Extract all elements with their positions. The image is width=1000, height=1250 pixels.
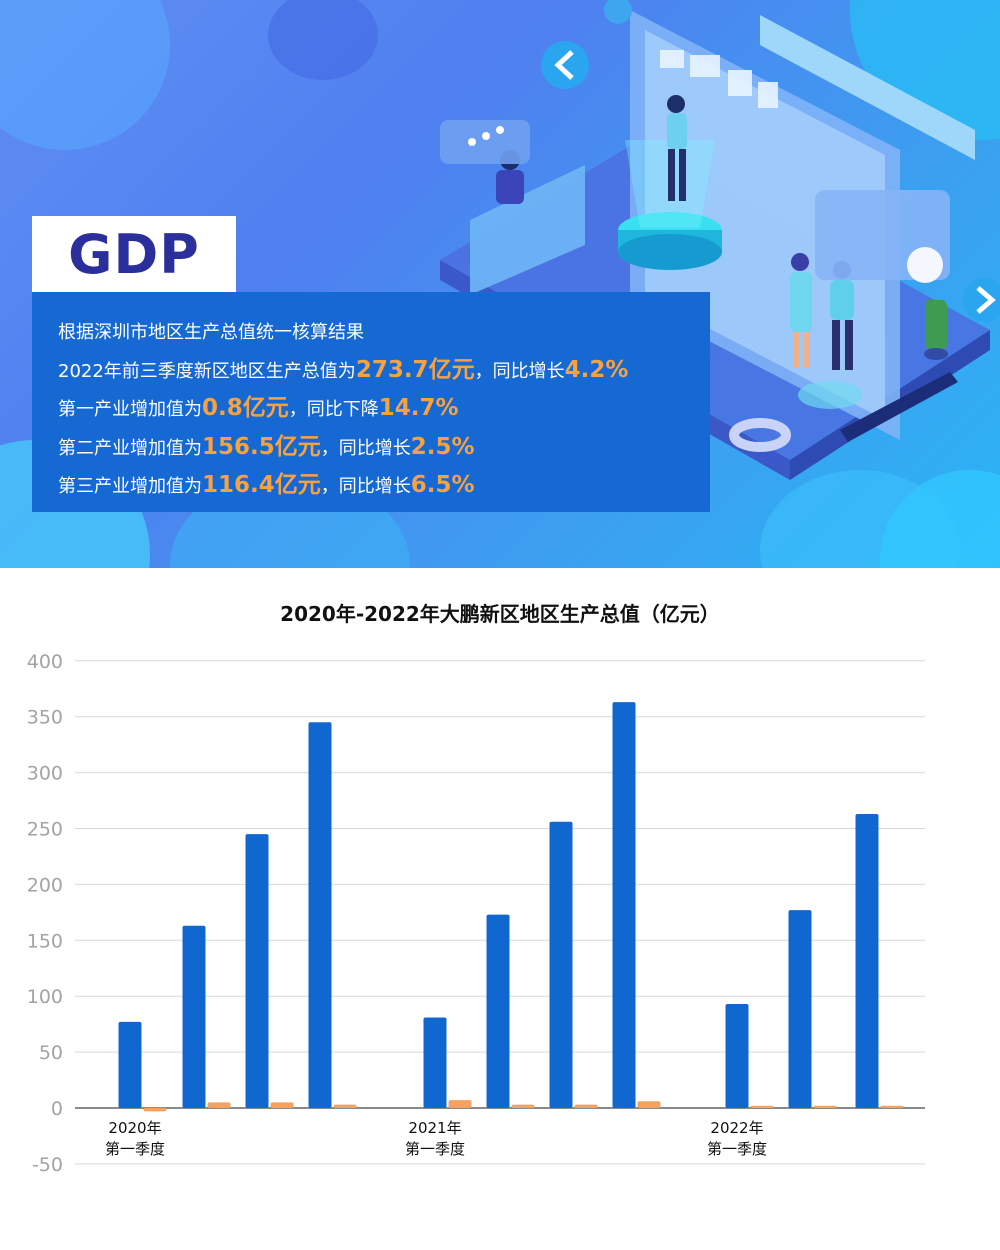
summary-highlight-value: 273.7亿元 [355,356,475,383]
summary-highlight-value: 14.7% [378,395,459,421]
gdp-badge-label: GDP [68,222,200,286]
summary-highlight-value: 116.4亿元 [202,472,321,498]
chart-section: 400 350 300 250 200 150 100 50 0 -50 2020年 第一季度 202… [0,568,1000,1250]
secondary-bar [880,1105,904,1108]
gdp-bar [245,834,269,1108]
summary-text: 2022年前三季度新区地区生产总值为 [58,360,356,382]
gdp-bar [423,1017,447,1108]
y-tick-label: 400 [27,651,63,673]
bars [118,702,904,1112]
summary-text: ，同比下降 [288,399,379,420]
gdp-bar [308,722,332,1108]
x-tick-year: 2022年 [710,1119,763,1137]
y-tick-label: 350 [27,707,63,729]
y-tick-label: 300 [27,763,63,785]
summary-line: 2022年前三季度新区地区生产总值为273.7亿元，同比增长4.2% [58,352,710,391]
gdp-bar [182,925,206,1108]
y-tick-label: -50 [32,1154,63,1176]
secondary-bar [574,1104,598,1108]
summary-line: 根据深圳市地区生产总值统一核算结果 [58,314,710,352]
gdp-bar [486,914,510,1108]
y-tick-label: 200 [27,874,63,896]
summary-text: ，同比增长 [474,360,565,382]
x-tick-quarter: 第一季度 [707,1140,767,1158]
gdp-badge: GDP [32,216,236,292]
summary-line: 第二产业增加值为156.5亿元，同比增长2.5% [58,429,710,468]
x-tick-quarter: 第一季度 [405,1140,465,1158]
summary-highlight-value: 6.5% [410,472,475,498]
gdp-bar [725,1004,749,1108]
summary-highlight-value: 0.8亿元 [202,395,289,421]
summary-highlight-value: 4.2% [564,356,629,383]
y-tick-label: 150 [27,930,63,952]
summary-text: 第三产业增加值为 [58,476,202,497]
gdp-bar [549,821,573,1108]
y-tick-label: 50 [39,1042,63,1064]
y-tick-label: 250 [27,819,63,841]
y-axis: 400 350 300 250 200 150 100 50 0 -50 [27,651,63,1176]
secondary-bar [270,1102,294,1108]
y-tick-label: 0 [51,1098,63,1120]
gdp-summary-panel: 根据深圳市地区生产总值统一核算结果 2022年前三季度新区地区生产总值为273.7… [32,292,710,512]
secondary-bar [750,1105,774,1108]
secondary-bar [333,1104,357,1108]
summary-line: 第三产业增加值为116.4亿元，同比增长6.5% [58,467,710,506]
secondary-bar [813,1105,837,1108]
secondary-bar [207,1102,231,1108]
gdp-bar [855,813,879,1108]
decor-circle [268,0,378,80]
chart-title: 2020年-2022年大鹏新区地区生产总值（亿元） [280,602,720,626]
gdp-bar [612,702,636,1108]
gdp-bar [788,910,812,1108]
x-tick-year: 2020年 [108,1119,161,1137]
summary-text: 根据深圳市地区生产总值统一核算结果 [58,322,364,343]
secondary-bar [637,1101,661,1108]
summary-text: 第二产业增加值为 [58,437,202,459]
secondary-bar [511,1104,535,1108]
x-tick-quarter: 第一季度 [105,1140,165,1158]
secondary-bar [448,1100,472,1108]
hero-banner: GDP 根据深圳市地区生产总值统一核算结果 2022年前三季度新区地区生产总值为2… [0,0,1000,568]
summary-line: 第一产业增加值为0.8亿元，同比下降14.7% [58,390,710,429]
y-tick-label: 100 [27,986,63,1008]
gdp-bar [118,1021,142,1108]
summary-text: 第一产业增加值为 [58,399,202,420]
summary-text: ，同比增长 [320,437,411,459]
summary-highlight-value: 2.5% [410,433,475,460]
summary-text: ，同比增长 [320,476,411,497]
x-tick-year: 2021年 [408,1119,461,1137]
secondary-bar [143,1108,167,1112]
summary-highlight-value: 156.5亿元 [202,433,321,460]
